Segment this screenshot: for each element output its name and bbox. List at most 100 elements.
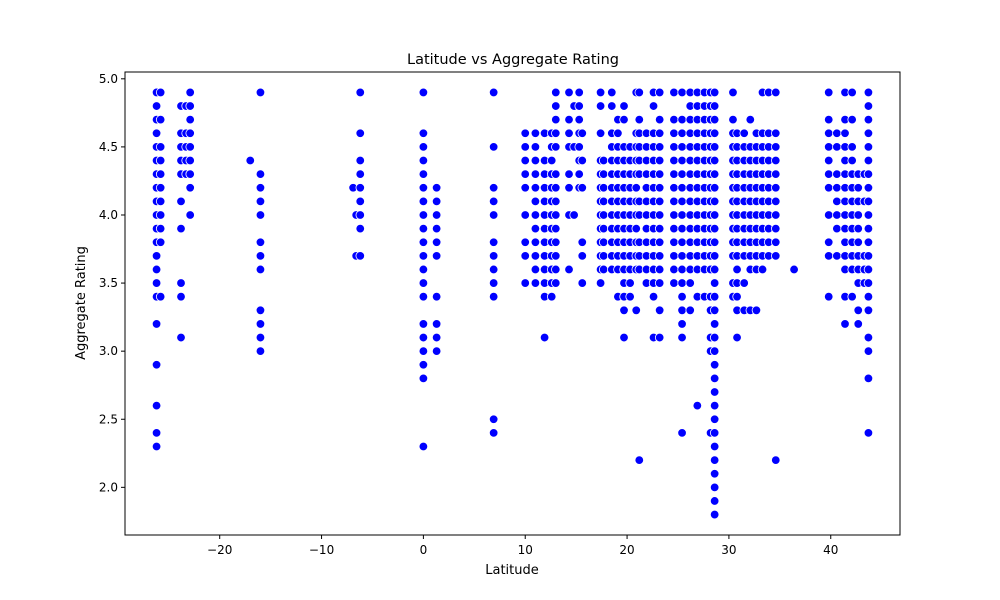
data-point xyxy=(564,87,574,98)
data-point xyxy=(355,87,365,98)
data-point xyxy=(677,251,687,261)
data-point xyxy=(771,196,781,207)
data-point xyxy=(569,210,579,220)
data-point xyxy=(631,183,641,193)
data-point xyxy=(355,128,365,138)
data-point xyxy=(598,264,609,275)
data-point xyxy=(418,346,429,356)
data-point xyxy=(530,237,541,247)
data-point xyxy=(520,142,530,152)
data-point xyxy=(355,223,365,234)
data-point xyxy=(520,128,530,138)
data-point xyxy=(669,210,679,220)
data-point xyxy=(255,237,266,247)
data-point xyxy=(488,428,499,438)
data-point xyxy=(595,128,606,138)
y-axis-label: Aggregate Rating xyxy=(74,246,89,360)
y-tick-label: 5.0 xyxy=(99,72,118,86)
data-point xyxy=(709,114,720,125)
data-point xyxy=(824,114,834,125)
y-tick-label: 3.5 xyxy=(99,276,118,290)
data-point xyxy=(151,251,162,261)
data-point xyxy=(709,400,720,411)
data-point xyxy=(847,291,857,302)
data-point xyxy=(255,346,266,356)
data-point xyxy=(751,305,762,316)
data-point xyxy=(255,319,266,329)
data-point xyxy=(847,142,857,152)
data-point xyxy=(176,223,186,234)
data-point xyxy=(418,87,429,98)
data-point xyxy=(551,114,561,125)
data-point xyxy=(185,128,195,138)
data-point xyxy=(488,291,499,302)
data-point xyxy=(418,264,429,275)
data-point xyxy=(654,128,665,138)
data-point xyxy=(530,155,541,166)
data-point xyxy=(654,155,665,166)
data-point xyxy=(832,223,842,234)
data-point xyxy=(654,223,665,234)
data-point xyxy=(598,196,609,207)
data-point xyxy=(619,101,629,111)
x-tick-label: 30 xyxy=(721,543,736,557)
x-tick-label: −10 xyxy=(309,543,334,557)
data-point xyxy=(176,291,186,302)
data-point xyxy=(431,332,442,343)
data-point xyxy=(863,196,874,207)
data-point xyxy=(824,87,834,98)
x-axis-label: Latitude xyxy=(485,563,539,578)
data-point xyxy=(551,101,561,111)
data-point xyxy=(355,155,365,166)
data-point xyxy=(840,319,850,329)
data-point xyxy=(863,155,874,166)
data-point xyxy=(669,169,679,179)
data-point xyxy=(654,142,665,152)
data-point xyxy=(625,291,635,302)
data-point xyxy=(677,223,687,234)
data-point xyxy=(832,142,842,152)
data-point xyxy=(418,142,429,152)
data-point xyxy=(488,210,499,220)
data-point xyxy=(677,291,687,302)
data-point xyxy=(863,183,874,193)
data-point xyxy=(185,169,195,179)
data-point xyxy=(771,251,781,261)
data-point xyxy=(431,251,442,261)
data-point xyxy=(564,114,574,125)
data-point xyxy=(709,291,720,302)
data-point xyxy=(418,251,429,261)
data-point xyxy=(709,101,720,111)
data-point xyxy=(431,291,442,302)
data-point xyxy=(677,278,687,288)
data-point xyxy=(155,169,166,179)
data-point xyxy=(418,373,429,384)
data-point xyxy=(185,142,195,152)
data-point xyxy=(739,278,749,288)
data-point xyxy=(853,210,863,220)
data-point xyxy=(185,183,195,193)
data-point xyxy=(530,169,541,179)
data-point xyxy=(631,305,641,316)
data-point xyxy=(488,87,499,98)
data-point xyxy=(551,264,561,275)
data-point xyxy=(677,155,687,166)
data-point xyxy=(151,441,162,452)
data-point xyxy=(155,142,166,152)
data-point xyxy=(488,251,499,261)
plot-frame xyxy=(124,71,901,536)
data-point xyxy=(709,346,720,356)
data-point xyxy=(418,128,429,138)
data-point xyxy=(669,87,679,98)
data-point xyxy=(577,183,587,193)
data-point xyxy=(418,291,429,302)
data-point xyxy=(654,114,665,125)
data-point xyxy=(732,332,742,343)
data-point xyxy=(709,482,720,493)
data-point xyxy=(255,183,266,193)
data-point xyxy=(863,237,874,247)
data-point xyxy=(431,183,442,193)
data-point xyxy=(634,114,644,125)
data-point xyxy=(577,237,587,247)
data-point xyxy=(709,319,720,329)
